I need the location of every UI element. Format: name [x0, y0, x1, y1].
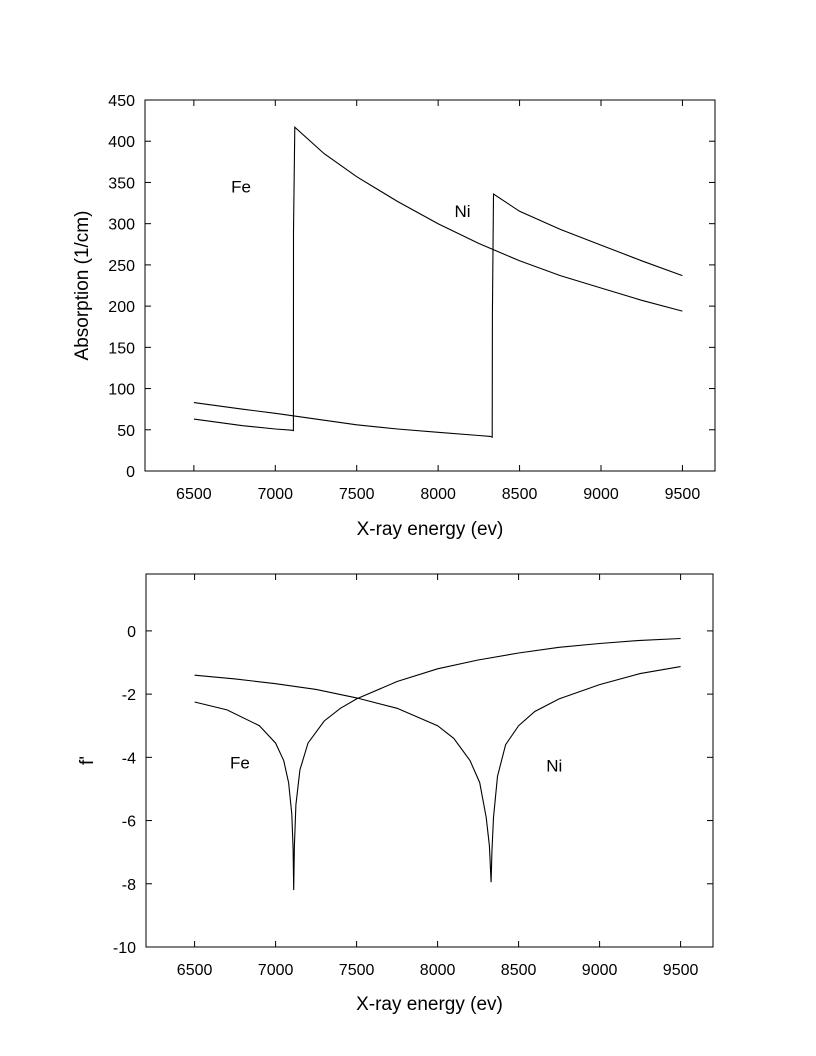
y-axis-title: Absorption (1/cm) — [72, 211, 93, 361]
f-prime-chart: 6500 7000 7500 8000 8500 9000 9500 -10 -8 -6 -4 -2 0… — [77, 573, 714, 1015]
x-tick-label: 7500 — [339, 486, 375, 503]
x-tick-label: 9000 — [583, 486, 619, 503]
y-tick-label: -2 — [122, 687, 136, 704]
x-tick-label: 9500 — [665, 486, 701, 503]
y-tick-label: 350 — [108, 175, 135, 192]
y-tick-label: 250 — [108, 258, 135, 275]
y-tick-label: 0 — [126, 464, 135, 481]
y-tick-label: 400 — [108, 134, 135, 151]
y-tick-label: 300 — [108, 217, 135, 234]
y-tick-label: 150 — [108, 340, 135, 357]
x-axis-title: X-ray energy (ev) — [356, 994, 503, 1015]
x-tick-label: 6500 — [177, 962, 213, 979]
series-line-ni — [193, 192, 683, 439]
series-line-fe — [193, 125, 683, 432]
absorption-chart: 6500 7000 7500 8000 8500 9000 9500 0 50 100 150 200… — [72, 93, 716, 540]
y-tick-label: -10 — [113, 940, 136, 957]
y-tick-label: 450 — [108, 93, 135, 110]
y-tick-label: 100 — [108, 382, 135, 399]
y-tick-label: 0 — [127, 624, 136, 641]
x-tick-label: 7500 — [339, 962, 375, 979]
series-line-fe — [194, 637, 681, 891]
x-axis-title: X-ray energy (ev) — [357, 519, 504, 540]
y-tick-label: -4 — [122, 750, 136, 767]
plot-frame — [144, 99, 716, 472]
series-annotation-fe: Fe — [231, 177, 251, 196]
x-tick-label: 8500 — [501, 962, 537, 979]
series-annotation-ni: Ni — [455, 202, 471, 221]
x-tick-label: 8000 — [420, 486, 456, 503]
x-tick-label: 7000 — [258, 962, 294, 979]
series-annotation-ni: Ni — [546, 757, 562, 776]
y-tick-label: 50 — [117, 423, 135, 440]
x-tick-label: 7000 — [257, 486, 293, 503]
x-tick-label: 8500 — [502, 486, 538, 503]
x-tick-label: 6500 — [176, 486, 212, 503]
y-tick-label: 200 — [108, 299, 135, 316]
plot-frame — [145, 573, 714, 948]
x-tick-label: 9000 — [582, 962, 618, 979]
y-axis-title: f' — [77, 756, 98, 765]
x-tick-label: 9500 — [663, 962, 699, 979]
x-tick-label: 8000 — [420, 962, 456, 979]
y-tick-label: -6 — [122, 814, 136, 831]
series-line-ni — [194, 666, 681, 883]
y-tick-label: -8 — [122, 877, 136, 894]
series-annotation-fe: Fe — [230, 753, 250, 772]
